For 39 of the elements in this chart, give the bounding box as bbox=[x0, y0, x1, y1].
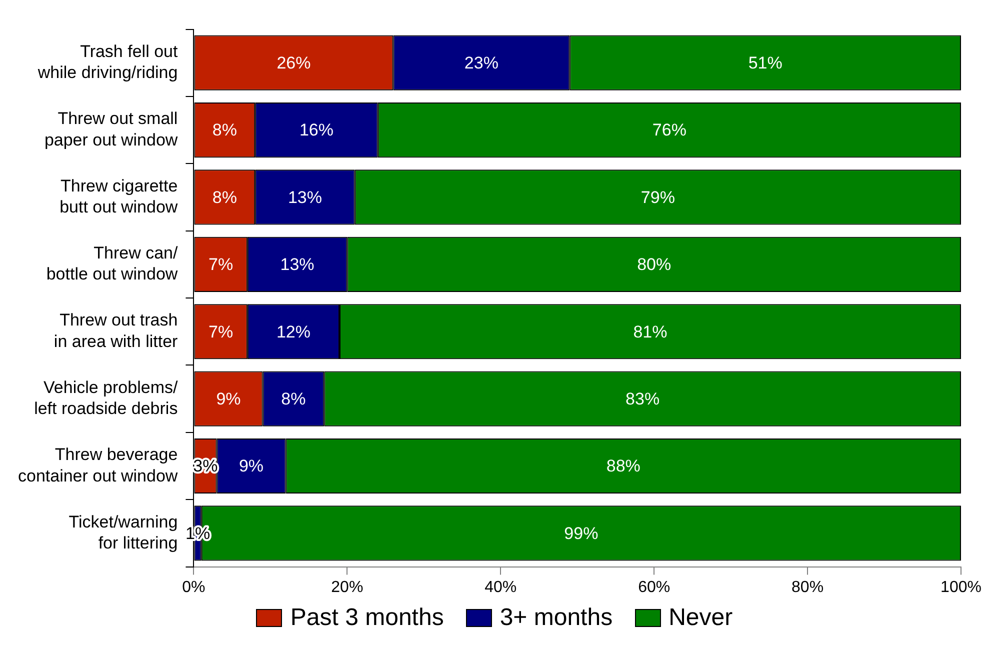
data-label: 7% bbox=[208, 255, 234, 274]
y-tick-label: Ticket/warning for littering bbox=[68, 512, 178, 553]
x-tick-label: 0% bbox=[182, 578, 206, 596]
series-label: Never bbox=[668, 604, 733, 632]
data-label: 88% bbox=[606, 456, 640, 476]
data-label: 99% bbox=[564, 524, 598, 543]
x-tick-label: 60% bbox=[638, 578, 670, 596]
data-label: 12% bbox=[276, 322, 310, 342]
data-label: 8% bbox=[212, 188, 237, 207]
x-tick-label: 40% bbox=[484, 578, 517, 596]
data-label: 9% bbox=[238, 456, 264, 476]
data-label: 13% bbox=[280, 255, 314, 274]
x-tick-label: 80% bbox=[792, 578, 824, 596]
x-tick-label: 100% bbox=[940, 578, 982, 596]
data-label: 1% bbox=[186, 524, 210, 543]
y-tick-label: Threw out trash in area with litter bbox=[54, 310, 178, 351]
y-tick-label: Threw out small paper out window bbox=[44, 109, 178, 150]
data-label: 51% bbox=[748, 54, 782, 73]
data-label: 23% bbox=[464, 54, 498, 73]
data-label: 76% bbox=[652, 120, 686, 140]
y-tick-label: Vehicle problems/ left roadside debris bbox=[34, 378, 178, 418]
y-tick-label: Threw beverage container out window bbox=[18, 445, 178, 486]
x-tick-label: 20% bbox=[331, 578, 364, 596]
data-label: 7% bbox=[208, 322, 234, 342]
legend-label: 3+ months bbox=[500, 604, 613, 632]
data-label: 81% bbox=[633, 322, 668, 342]
data-label: 13% bbox=[288, 188, 322, 207]
data-label: 9% bbox=[216, 390, 241, 409]
y-tick-label: Trash fell out while driving/riding bbox=[36, 42, 178, 82]
y-tick-label: Threw cigarette butt out window bbox=[60, 176, 178, 217]
data-label: 8% bbox=[212, 120, 237, 140]
data-label: 8% bbox=[281, 390, 306, 409]
data-label: 79% bbox=[640, 188, 675, 207]
legend-label: Past 3 months bbox=[290, 604, 444, 632]
y-tick-label: Threw can/ bottle out window bbox=[46, 243, 178, 284]
data-label: 16% bbox=[299, 120, 334, 140]
data-label: 80% bbox=[637, 255, 672, 274]
data-label: 83% bbox=[626, 390, 660, 409]
data-label: 26% bbox=[276, 54, 311, 73]
